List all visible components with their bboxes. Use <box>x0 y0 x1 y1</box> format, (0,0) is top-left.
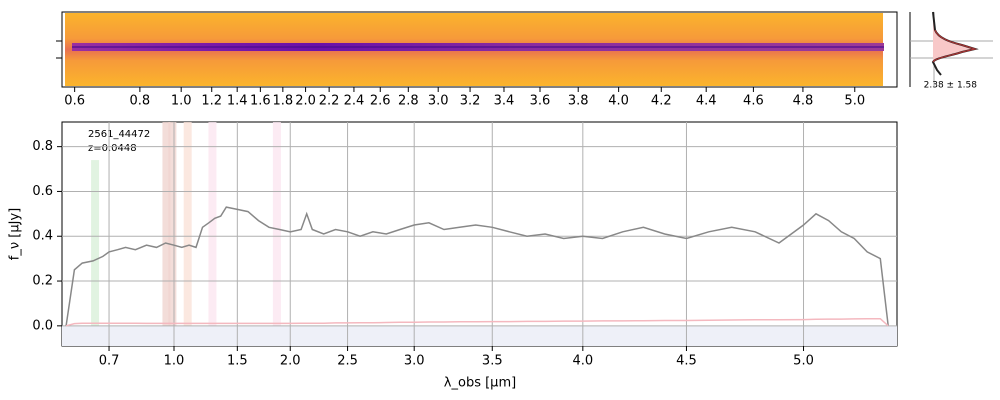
x-tick-label: 4.8 <box>793 94 814 109</box>
line-band <box>162 122 171 326</box>
x-tick-label: 4.0 <box>608 94 629 109</box>
histogram-inset: 2.38 ± 1.58 <box>909 11 993 91</box>
x-axis-label: λ_obs [μm] <box>444 376 516 391</box>
x-tick-label: 3.2 <box>460 94 481 109</box>
x-tick-label: 1.2 <box>201 94 222 109</box>
spectrum-2d <box>56 11 898 88</box>
x-tick-label: 1.8 <box>273 94 294 109</box>
x-tick-label: 1.5 <box>227 354 248 369</box>
x-tick-label: 5.0 <box>793 354 814 369</box>
x-tick-label: 1.0 <box>164 354 185 369</box>
x-tick-label: 0.6 <box>64 94 85 109</box>
trace-core <box>72 46 884 48</box>
x-tick-label: 2.0 <box>280 354 301 369</box>
x-tick-label: 2.5 <box>337 354 358 369</box>
line-band <box>168 122 177 326</box>
hist-model <box>932 29 978 63</box>
y-tick-label: 0.0 <box>32 318 53 333</box>
y-tick-label: 0.6 <box>32 184 53 199</box>
x-tick-label: 5.0 <box>844 94 865 109</box>
x-tick-label: 2.2 <box>319 94 340 109</box>
x-tick-label: 2.6 <box>370 94 391 109</box>
x-tick-label: 3.0 <box>404 354 425 369</box>
x-tick-label: 4.5 <box>676 354 697 369</box>
annotation: 2561_44472 <box>88 129 150 140</box>
x-tick-label: 4.4 <box>696 94 717 109</box>
line-band <box>183 122 192 326</box>
x-tick-label: 0.8 <box>130 94 151 109</box>
y-tick-label: 0.4 <box>32 229 53 244</box>
x-tick-label: 3.0 <box>428 94 449 109</box>
annotation: z=0.0448 <box>88 143 137 154</box>
x-tick-label: 2.8 <box>398 94 419 109</box>
x-tick-label: 2.4 <box>344 94 365 109</box>
x-tick-label: 4.0 <box>572 354 593 369</box>
y-tick-label: 0.2 <box>32 274 53 289</box>
x-tick-label: 1.0 <box>171 94 192 109</box>
spectrum-line <box>65 317 889 327</box>
plot-area <box>62 122 897 346</box>
x-tick-label: 4.6 <box>743 94 764 109</box>
x-tick-label: 3.8 <box>568 94 589 109</box>
zero-region <box>62 326 897 346</box>
hist-annotation: 2.38 ± 1.58 <box>924 81 978 91</box>
x-tick-label: 3.4 <box>494 94 515 109</box>
y-axis-label: f_ν [μJy] <box>8 208 23 260</box>
x-tick-label: 2.0 <box>295 94 316 109</box>
y-tick-label: 0.8 <box>32 139 53 154</box>
x-tick-label: 3.6 <box>530 94 551 109</box>
x-tick-label: 0.7 <box>99 354 120 369</box>
x-tick-label: 4.2 <box>651 94 672 109</box>
x-tick-label: 1.6 <box>250 94 271 109</box>
line-band <box>272 122 281 326</box>
spectrum-line <box>65 206 889 326</box>
x-tick-label: 3.5 <box>482 354 503 369</box>
line-band <box>91 160 100 326</box>
x-tick-label: 1.4 <box>227 94 248 109</box>
line-band <box>208 122 217 326</box>
